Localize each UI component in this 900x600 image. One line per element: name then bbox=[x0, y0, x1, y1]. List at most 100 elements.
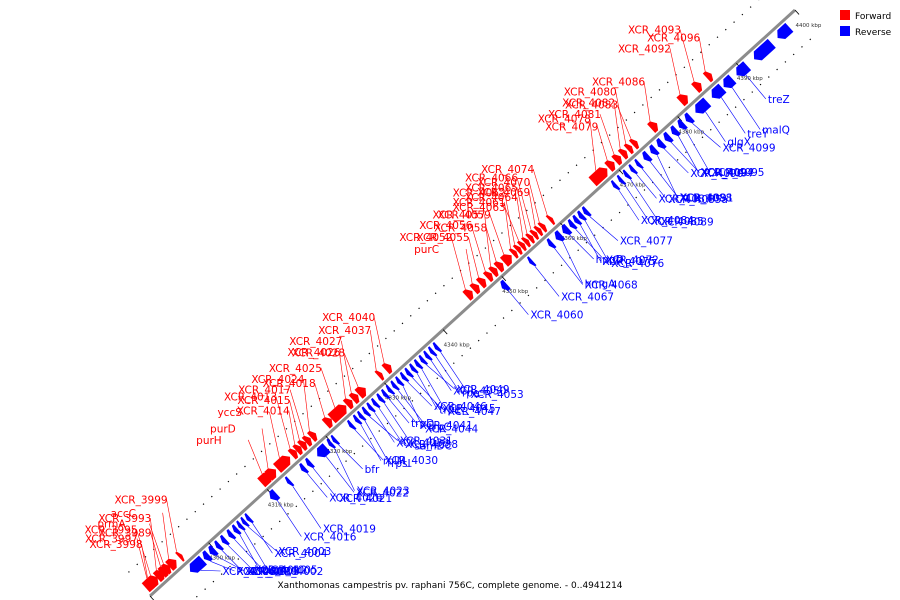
forward-gene-XCR_4018 bbox=[321, 417, 333, 429]
label-leader bbox=[616, 104, 632, 139]
gene-label-rpsI: rpsI bbox=[391, 458, 411, 470]
forward-gene-XCR_4074 bbox=[545, 214, 556, 226]
forward-gene-XCR_4025 bbox=[327, 404, 347, 424]
axis-tick bbox=[794, 9, 800, 15]
gene-label-XCR_4018: XCR_4018 bbox=[263, 378, 316, 390]
label-leader bbox=[149, 523, 164, 564]
forward-gene-XCR_4093 bbox=[691, 81, 703, 93]
label-leader bbox=[584, 220, 610, 264]
label-leader bbox=[292, 486, 322, 529]
label-leader bbox=[150, 517, 157, 571]
forward-gene-XCR_4052 bbox=[462, 289, 474, 301]
axis-tick-label: 4300 kbp bbox=[209, 556, 235, 562]
forward-gene-XCR_4082 bbox=[617, 148, 629, 160]
forward-gene-purH bbox=[257, 472, 272, 488]
legend-reverse-label: Reverse bbox=[855, 28, 892, 38]
forward-gene-XCR_4063 bbox=[516, 240, 527, 252]
reverse-gene-glgX bbox=[695, 97, 712, 114]
axis-tick bbox=[442, 329, 448, 335]
guide-track bbox=[128, 0, 760, 573]
forward-gene-XCR_4024 bbox=[307, 430, 318, 442]
forward-gene-XCR_4092 bbox=[676, 94, 688, 107]
label-leader bbox=[426, 364, 455, 390]
legend-forward-label: Forward bbox=[855, 12, 891, 22]
gene-label-XCR_4072: XCR_4072 bbox=[606, 254, 659, 266]
gene-label-cdsA: cdsA bbox=[262, 566, 288, 578]
legend: Forward Reverse bbox=[840, 10, 892, 38]
gene-label-XCR_4005: XCR_4005 bbox=[265, 564, 318, 576]
gene-label-XCR_4006: XCR_4006 bbox=[223, 566, 276, 578]
reverse-gene-XCR_4060 bbox=[500, 279, 511, 291]
legend-forward-swatch bbox=[840, 10, 850, 20]
axis-tick-label: 4340 kbp bbox=[444, 342, 470, 348]
gene-label-XCR_4085: XCR_4085 bbox=[651, 216, 704, 228]
gene-label-XCR_4025: XCR_4025 bbox=[269, 363, 322, 375]
gene-label-XCR_4058: XCR_4058 bbox=[434, 222, 487, 234]
reverse-gene-XCR_4076 bbox=[577, 210, 587, 221]
forward-gene-XCR_4096 bbox=[702, 71, 714, 83]
gene-label-purH: purH bbox=[196, 435, 222, 447]
label-leader bbox=[451, 237, 466, 290]
gene-label-glgX: glgX bbox=[727, 137, 750, 149]
label-leader bbox=[669, 48, 681, 95]
label-leader bbox=[289, 389, 305, 436]
reverse-gene-XCR_4099 bbox=[684, 112, 695, 124]
gene-label-XCR_4092: XCR_4092 bbox=[618, 43, 671, 55]
forward-gene-XCR_4014 bbox=[292, 444, 303, 456]
label-leader bbox=[745, 74, 767, 100]
label-leader bbox=[407, 381, 433, 407]
gene-label-XCR_4088: XCR_4088 bbox=[679, 192, 732, 204]
figure-caption: Xanthomonas campestris pv. raphani 756C,… bbox=[277, 581, 622, 591]
reverse-gene-XCR_4000 bbox=[214, 540, 224, 551]
reverse-gene-hppD bbox=[561, 223, 573, 235]
label-leader bbox=[664, 148, 689, 174]
gene-label-hmgA: hmgA bbox=[585, 278, 617, 290]
label-leader bbox=[369, 416, 398, 441]
gene-label-XCR_4079: XCR_4079 bbox=[545, 121, 598, 133]
gene-label-XCR_4060: XCR_4060 bbox=[530, 310, 583, 322]
label-leader bbox=[589, 118, 597, 171]
reverse-gene-XCR_4075 bbox=[572, 214, 583, 226]
gene-label-XCR_4014: XCR_4014 bbox=[237, 405, 290, 417]
forward-gene-XCR_4040 bbox=[381, 363, 393, 375]
label-leader bbox=[516, 177, 532, 230]
gene-label-XCR_4077: XCR_4077 bbox=[620, 236, 673, 248]
label-leader bbox=[393, 394, 418, 425]
reverse-gene-XCR_4016 bbox=[269, 489, 281, 501]
label-leader bbox=[636, 174, 657, 199]
gene-label-samDC: samDC bbox=[414, 440, 452, 452]
label-leader bbox=[289, 399, 300, 441]
label-leader bbox=[678, 136, 699, 173]
label-leader bbox=[650, 161, 679, 198]
gene-label-XCR_4026: XCR_4026 bbox=[287, 347, 340, 359]
gene-label-XCR_4049: XCR_4049 bbox=[457, 384, 510, 396]
reverse-gene-XCR_4044 bbox=[395, 376, 405, 387]
gene-label-prmA: prmA bbox=[97, 519, 126, 531]
label-leader bbox=[227, 545, 253, 570]
gene-label-XCR_4096: XCR_4096 bbox=[647, 32, 700, 44]
gene-label-XCR_4056: XCR_4056 bbox=[419, 220, 472, 232]
label-leader bbox=[484, 214, 491, 267]
reverse-gene-XCR_4031 bbox=[361, 406, 372, 417]
forward-gene-XCR_4078 bbox=[588, 167, 608, 187]
label-leader bbox=[307, 473, 328, 498]
label-leader bbox=[343, 352, 359, 387]
label-leader bbox=[341, 340, 352, 393]
gene-label-XCR_4085a: XCR_4085a bbox=[668, 194, 727, 206]
gene-label-rplM: rplM bbox=[383, 456, 406, 468]
label-leader bbox=[402, 386, 424, 429]
gene-label-trpD: trpD bbox=[411, 418, 434, 430]
gene-label-XCR_4022: XCR_4022 bbox=[356, 487, 409, 499]
gene-label-XCR_4021: XCR_4021 bbox=[339, 493, 392, 505]
legend-reverse-swatch bbox=[840, 26, 850, 36]
forward-gene-XCR_4081 bbox=[611, 154, 623, 166]
axis-tick bbox=[325, 435, 331, 441]
reverse-gene-XCR_4006 bbox=[189, 555, 207, 573]
axis-tick-label: 4330 kbp bbox=[385, 396, 411, 402]
forward-gene-XCR_4059 bbox=[499, 254, 512, 267]
reverse-gene-XCR_4021 bbox=[305, 457, 315, 469]
label-leader bbox=[692, 123, 721, 148]
gene-label-XCR_4040: XCR_4040 bbox=[322, 312, 375, 324]
label-leader bbox=[685, 129, 710, 172]
